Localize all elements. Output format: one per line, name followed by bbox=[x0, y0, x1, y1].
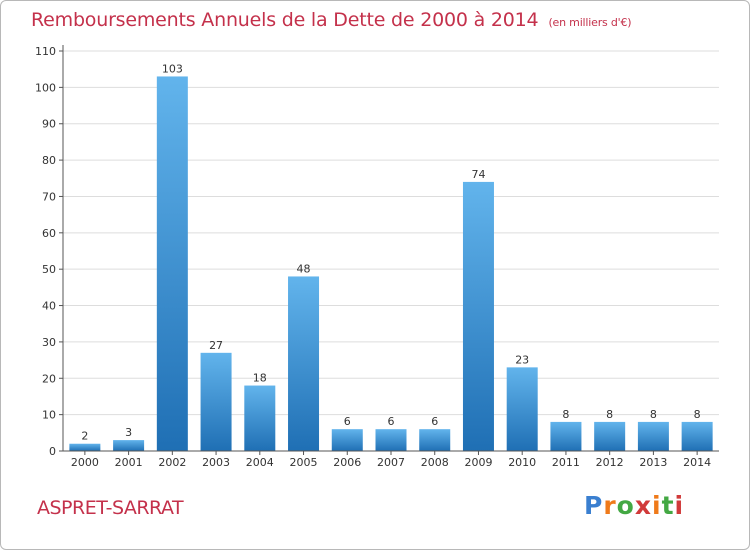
x-tick-label: 2001 bbox=[115, 456, 143, 469]
bar-value-label: 103 bbox=[162, 62, 183, 75]
x-tick-label: 2006 bbox=[333, 456, 361, 469]
bar-value-label: 8 bbox=[606, 408, 613, 421]
x-tick-label: 2004 bbox=[246, 456, 274, 469]
chart-unit: (en milliers d'€) bbox=[548, 16, 632, 29]
y-tick-label: 70 bbox=[42, 190, 56, 203]
bar-value-label: 3 bbox=[125, 426, 132, 439]
x-tick-label: 2007 bbox=[377, 456, 405, 469]
x-tick-label: 2008 bbox=[421, 456, 449, 469]
bar-value-label: 2 bbox=[81, 430, 88, 443]
logo-letter: i bbox=[674, 491, 685, 520]
bar bbox=[594, 421, 626, 451]
bar bbox=[288, 276, 320, 451]
bar bbox=[113, 440, 145, 451]
logo-letter: r bbox=[603, 491, 617, 520]
bar bbox=[550, 421, 582, 451]
bar bbox=[375, 429, 407, 451]
bar bbox=[200, 352, 232, 451]
y-tick-label: 10 bbox=[42, 409, 56, 422]
bar-value-label: 18 bbox=[253, 372, 267, 385]
y-tick-label: 60 bbox=[42, 227, 56, 240]
bar-value-label: 23 bbox=[515, 353, 529, 366]
bar-value-label: 8 bbox=[562, 408, 569, 421]
x-tick-label: 2012 bbox=[596, 456, 624, 469]
x-tick-label: 2009 bbox=[464, 456, 492, 469]
logo-letter: t bbox=[661, 491, 675, 520]
bar-value-label: 6 bbox=[431, 415, 438, 428]
axes: 0 10 20 30 40 50 60 70 80 90 100 110 2000 2001 2002 200… bbox=[35, 45, 719, 469]
bar-value-label: 8 bbox=[650, 408, 657, 421]
bar bbox=[506, 367, 538, 451]
y-tick-label: 110 bbox=[35, 45, 56, 58]
commune-name: ASPRET-SARRAT bbox=[37, 497, 184, 519]
bar bbox=[681, 421, 713, 451]
x-tick-label: 2003 bbox=[202, 456, 230, 469]
bar bbox=[419, 429, 451, 451]
logo-letter: x bbox=[634, 491, 652, 520]
bar bbox=[331, 429, 363, 451]
bar-value-label: 8 bbox=[694, 408, 701, 421]
y-tick-label: 100 bbox=[35, 81, 56, 94]
logo-letter: P bbox=[584, 491, 604, 520]
bar bbox=[244, 385, 276, 451]
y-tick-label: 90 bbox=[42, 118, 56, 131]
bar-value-label: 6 bbox=[388, 415, 395, 428]
chart-title-text: Remboursements Annuels de la Dette de 20… bbox=[31, 9, 539, 31]
proxiti-logo: Proxiti bbox=[584, 491, 684, 520]
bar bbox=[637, 421, 669, 451]
bar-value-label: 6 bbox=[344, 415, 351, 428]
logo-letter: i bbox=[652, 491, 662, 520]
y-tick-label: 20 bbox=[42, 372, 56, 385]
y-tick-label: 40 bbox=[42, 300, 56, 313]
y-tick-label: 0 bbox=[49, 445, 56, 458]
x-tick-label: 2005 bbox=[290, 456, 318, 469]
x-tick-label: 2000 bbox=[71, 456, 99, 469]
x-tick-label: 2013 bbox=[639, 456, 667, 469]
bar-value-label: 27 bbox=[209, 339, 223, 352]
x-tick-label: 2010 bbox=[508, 456, 536, 469]
y-tick-label: 80 bbox=[42, 154, 56, 167]
logo-letter: o bbox=[616, 491, 635, 520]
chart-title: Remboursements Annuels de la Dette de 20… bbox=[31, 9, 632, 31]
bar-value-label: 48 bbox=[297, 262, 311, 275]
y-tick-label: 30 bbox=[42, 336, 56, 349]
bar bbox=[462, 181, 494, 451]
y-tick-label: 50 bbox=[42, 263, 56, 276]
bar-value-label: 74 bbox=[471, 168, 485, 181]
x-tick-label: 2011 bbox=[552, 456, 580, 469]
x-tick-label: 2014 bbox=[683, 456, 711, 469]
x-tick-label: 2002 bbox=[158, 456, 186, 469]
bar bbox=[69, 443, 101, 451]
bar bbox=[156, 76, 188, 452]
